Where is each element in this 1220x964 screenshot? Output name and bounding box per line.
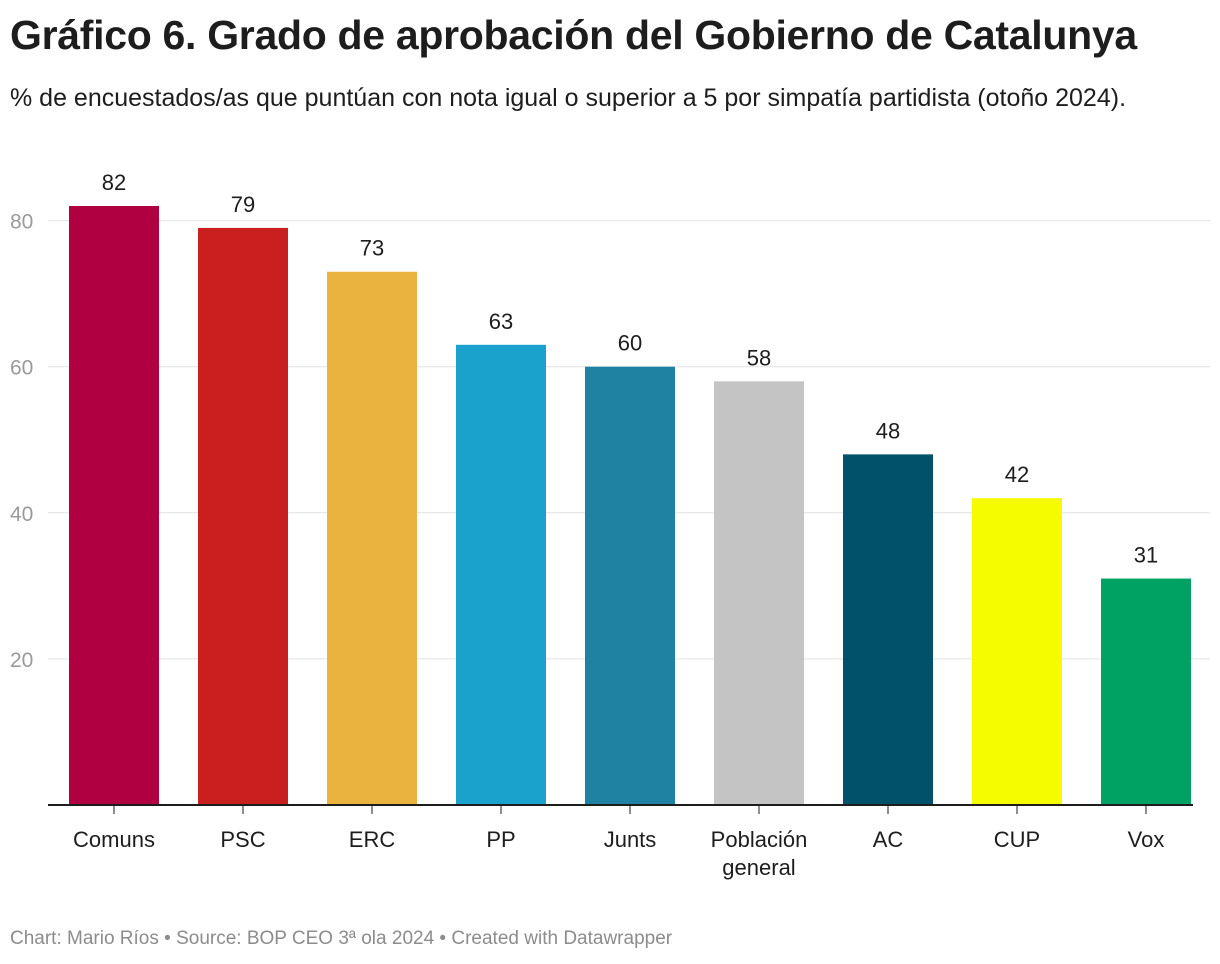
x-tick-label: ERC [349,827,396,852]
bar-value-label: 73 [360,236,384,261]
bar-value-label: 58 [747,345,771,370]
chart-footer: Chart: Mario Ríos • Source: BOP CEO 3ª o… [10,928,672,950]
x-tick-label: PP [486,827,515,852]
bar-value-label: 63 [489,309,513,334]
y-tick-label: 60 [10,357,33,380]
bar [972,498,1062,805]
bar [714,381,804,805]
x-tick-label: Vox [1128,827,1165,852]
bar [327,271,417,805]
bar-value-label: 42 [1005,462,1029,487]
bar-value-label: 31 [1134,543,1158,568]
footer-source: Source: BOP CEO 3ª ola 2024 [176,928,435,949]
y-tick-label: 20 [10,649,33,672]
bar [843,454,933,805]
bar [1101,578,1191,805]
bar-value-label: 79 [231,192,255,217]
x-tick-label: Población general [711,827,808,880]
bar [456,344,546,805]
x-tick-label: Junts [604,827,657,852]
x-tick-label: CUP [994,827,1040,852]
footer-credit: Created with Datawrapper [451,928,673,949]
chart-subtitle: % de encuestados/as que puntúan con nota… [10,84,1127,112]
y-tick-label: 80 [10,211,33,234]
x-tick-label: PSC [220,827,265,852]
x-tick-label: AC [873,827,904,852]
footer-separator: • [434,928,452,949]
bar-value-label: 48 [876,418,900,443]
bar-value-label: 60 [618,331,642,356]
bar [69,206,159,805]
x-tick-label: Comuns [73,827,155,852]
footer-author: Chart: Mario Ríos [10,928,159,949]
bar-value-label: 82 [102,170,126,195]
bar [198,227,288,806]
footer-separator: • [158,928,177,949]
bar [585,366,675,805]
y-tick-label: 40 [10,503,33,526]
chart-title: Gráfico 6. Grado de aprobación del Gobie… [10,12,1137,58]
